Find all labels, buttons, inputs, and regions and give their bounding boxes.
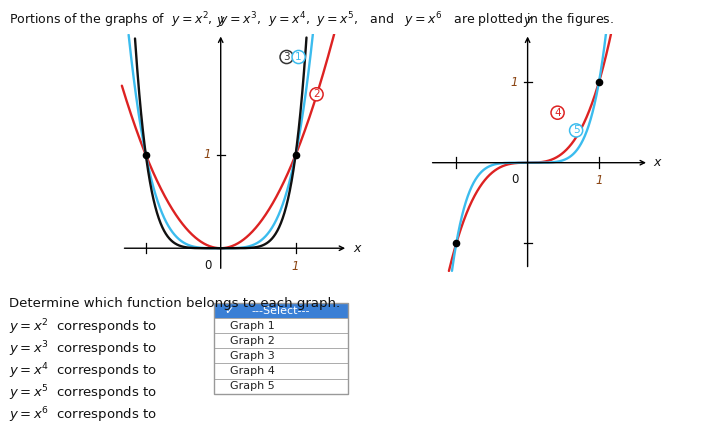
Text: ---Select---: ---Select--- [252, 306, 310, 316]
FancyBboxPatch shape [214, 363, 348, 378]
Text: 4: 4 [554, 108, 561, 118]
Text: $y = x^2$  corresponds to: $y = x^2$ corresponds to [9, 318, 157, 338]
Text: 1: 1 [595, 174, 602, 187]
Text: Graph 4: Graph 4 [230, 366, 275, 376]
Text: 2: 2 [313, 89, 320, 99]
Text: $y$: $y$ [216, 15, 225, 29]
FancyBboxPatch shape [214, 333, 348, 349]
Text: 0: 0 [511, 173, 519, 186]
Text: $y = x^3$  corresponds to: $y = x^3$ corresponds to [9, 340, 157, 360]
Text: 1: 1 [292, 260, 299, 273]
Text: 3: 3 [283, 52, 290, 62]
FancyBboxPatch shape [214, 318, 348, 333]
Text: Graph 3: Graph 3 [230, 351, 275, 361]
Text: Portions of the graphs of  $y = x^2$,  $y = x^3$,  $y = x^4$,  $y = x^5$,   and : Portions of the graphs of $y = x^2$, $y … [9, 11, 613, 30]
FancyBboxPatch shape [214, 378, 348, 394]
Text: $y$: $y$ [523, 15, 533, 29]
Text: Graph 2: Graph 2 [230, 336, 275, 346]
Text: $y = x^5$  corresponds to: $y = x^5$ corresponds to [9, 384, 157, 403]
Text: $y = x^6$  corresponds to: $y = x^6$ corresponds to [9, 405, 157, 421]
Text: 1: 1 [510, 75, 518, 88]
Text: Graph 1: Graph 1 [230, 321, 275, 331]
Text: $x$: $x$ [352, 242, 362, 255]
Text: $y = x^4$  corresponds to: $y = x^4$ corresponds to [9, 362, 157, 381]
Text: $x$: $x$ [653, 156, 663, 169]
Text: 1: 1 [203, 149, 210, 161]
Text: 5: 5 [573, 125, 579, 136]
Text: 1: 1 [295, 52, 302, 62]
FancyBboxPatch shape [214, 349, 348, 363]
Text: Determine which function belongs to each graph.: Determine which function belongs to each… [9, 297, 340, 310]
Text: ✓: ✓ [225, 306, 234, 316]
Text: Graph 5: Graph 5 [230, 381, 275, 391]
Text: 0: 0 [204, 258, 212, 272]
FancyBboxPatch shape [214, 303, 348, 318]
